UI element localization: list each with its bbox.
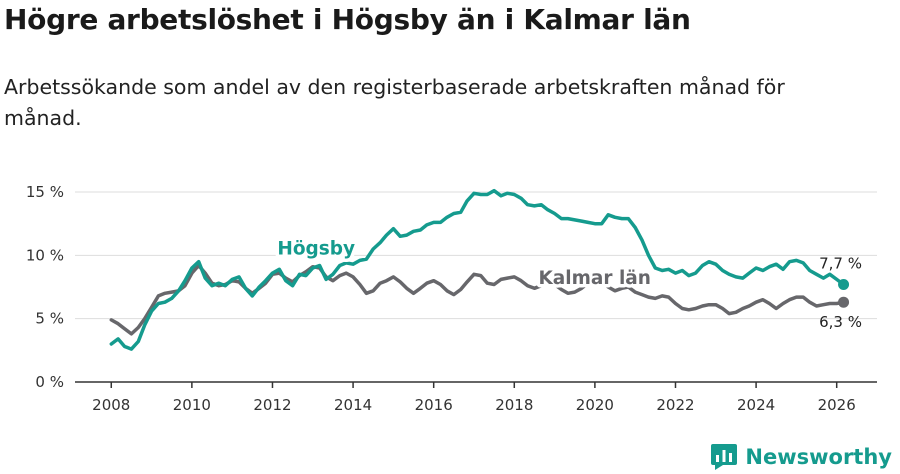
y-tick-label: 0 %	[35, 373, 64, 391]
chart-title: Högre arbetslöshet i Högsby än i Kalmar …	[4, 3, 691, 36]
x-tick-label: 2022	[656, 396, 694, 414]
end-value-label-hogsby: 7,7 %	[819, 254, 862, 272]
x-tick-label: 2014	[334, 396, 372, 414]
newsworthy-brand: Newsworthy	[711, 444, 892, 470]
series-layer	[109, 188, 850, 351]
x-tick-label: 2026	[818, 396, 856, 414]
x-tick-label: 2020	[576, 396, 614, 414]
brand-name: Newsworthy	[745, 445, 892, 469]
y-tick-label: 10 %	[26, 246, 64, 264]
x-tick-label: 2008	[92, 396, 130, 414]
chart-subtitle: Arbetssökande som andel av den registerb…	[4, 75, 785, 130]
series-label-kalmar-lan: Kalmar län	[538, 268, 650, 289]
bar-chart-logo-icon	[711, 444, 738, 470]
x-tick-label: 2018	[495, 396, 533, 414]
end-point-kalmar-l-n	[838, 296, 850, 308]
x-tick-label: 2010	[173, 396, 211, 414]
end-value-label-kalmar-lan: 6,3 %	[819, 313, 862, 331]
x-tick-label: 2016	[415, 396, 453, 414]
y-tick-label: 5 %	[35, 310, 64, 328]
end-point-h-gsby	[838, 278, 850, 290]
x-tick-label: 2012	[253, 396, 291, 414]
series-line-kalmar-l-n	[109, 263, 846, 336]
y-tick-label: 15 %	[26, 183, 64, 201]
x-tick-label: 2024	[737, 396, 775, 414]
grid-layer	[75, 191, 877, 320]
label-layer: Högsby Kalmar län 7,7 % 6,3 %	[274, 235, 862, 331]
series-line-h-gsby	[109, 188, 846, 351]
series-label-hogsby: Högsby	[277, 239, 355, 260]
axis-layer: 0 % 5 % 10 % 15 % 2008 2010 2012 2014 2016 2018 20…	[26, 183, 877, 414]
